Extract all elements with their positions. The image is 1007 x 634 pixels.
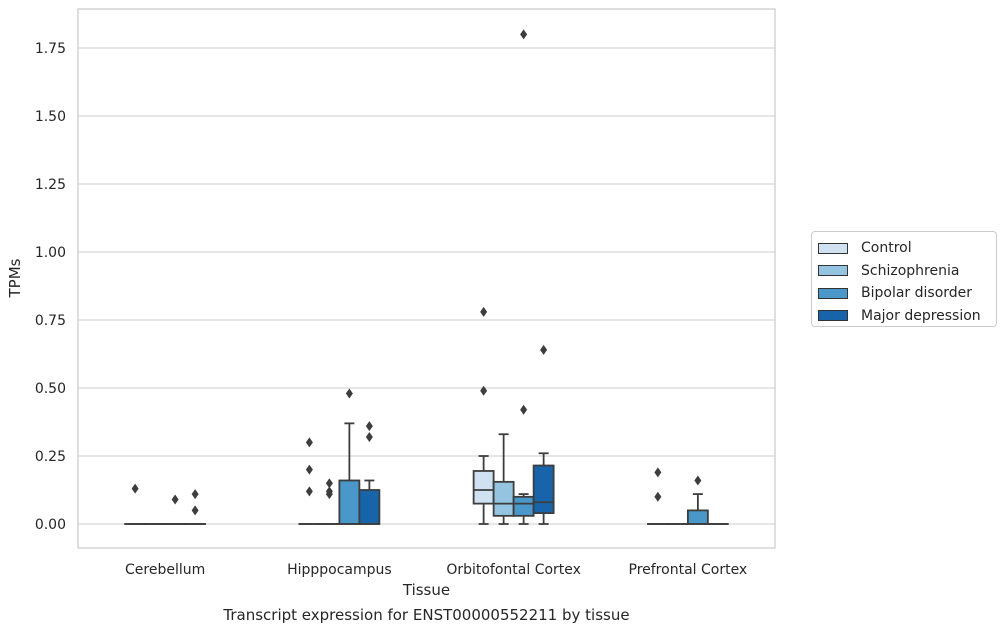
y-tick-label: 0.00 — [35, 517, 66, 533]
box-bipolar-disorder — [686, 475, 709, 525]
outlier-point — [191, 489, 199, 500]
y-tick-label: 1.75 — [35, 41, 66, 57]
plot-marks — [124, 29, 729, 525]
outlier-point — [694, 475, 702, 486]
outlier-point — [305, 437, 313, 448]
box-iqr — [472, 470, 495, 505]
y-tick-label: 0.50 — [35, 381, 66, 397]
box-schizophrenia — [492, 433, 515, 525]
box-iqr — [512, 495, 535, 517]
outlier-point — [191, 505, 199, 516]
legend-label: Major depression — [861, 307, 981, 324]
outlier-point — [171, 494, 179, 505]
outlier-point — [480, 385, 488, 396]
box-control — [298, 437, 321, 525]
outlier-point — [520, 404, 528, 415]
legend-swatch — [818, 287, 848, 299]
legend-label: Schizophrenia — [861, 262, 960, 279]
outlier-point — [131, 483, 139, 494]
box-iqr — [338, 479, 361, 525]
outlier-point — [305, 464, 313, 475]
box-control — [646, 467, 669, 525]
gridlines — [78, 47, 775, 525]
outlier-point — [325, 478, 333, 489]
x-tick-labels: Cerebellum Hipppocampus Orbitofontal Corte… — [125, 562, 747, 578]
y-tick-label: 0.75 — [35, 313, 66, 329]
outlier-point — [540, 344, 548, 355]
y-tick-label: 0.25 — [35, 449, 66, 465]
x-tick-label: Prefrontal Cortex — [629, 562, 748, 578]
x-tick-label: Cerebellum — [125, 562, 205, 578]
legend: Control Schizophrenia Bipolar disorder Majo… — [811, 231, 997, 327]
box-control — [124, 483, 147, 525]
outlier-point — [654, 467, 662, 478]
box-bipolar-disorder — [512, 29, 535, 525]
outlier-point — [325, 486, 333, 497]
y-tick-label: 1.50 — [35, 109, 66, 125]
outlier-point — [480, 306, 488, 317]
y-axis-label: TPMs — [6, 258, 24, 298]
outlier-point — [365, 431, 373, 442]
legend-label: Control — [861, 240, 912, 257]
box-iqr — [532, 464, 555, 515]
box-control — [472, 306, 495, 525]
outlier-point — [305, 486, 313, 497]
x-axis-label: Tissue — [402, 581, 450, 599]
legend-swatch — [818, 242, 848, 254]
box-major-depression — [532, 344, 555, 525]
y-tick-labels: 0.00 0.25 0.50 0.75 1.00 1.25 1.50 1.75 — [35, 41, 66, 533]
legend-item: Major depression — [812, 305, 996, 328]
outlier-point — [345, 388, 353, 399]
y-tick-label: 1.25 — [35, 177, 66, 193]
x-tick-label: Hipppocampus — [287, 562, 392, 578]
legend-item: Control — [812, 237, 996, 260]
x-tick-label: Orbitofontal Cortex — [446, 562, 581, 578]
box-iqr — [686, 509, 709, 525]
legend-label: Bipolar disorder — [861, 285, 973, 302]
box-major-depression — [184, 489, 207, 525]
box-schizophrenia — [318, 478, 341, 525]
y-tick-label: 1.00 — [35, 245, 66, 261]
box-bipolar-disorder — [164, 494, 187, 525]
box-iqr — [358, 489, 381, 525]
outlier-point — [520, 29, 528, 40]
outlier-point — [365, 421, 373, 432]
plot-frame — [77, 8, 776, 549]
outlier-point — [654, 491, 662, 502]
legend-item: Schizophrenia — [812, 260, 996, 283]
box-bipolar-disorder — [338, 388, 361, 525]
legend-swatch — [818, 310, 848, 322]
chart-caption: Transcript expression for ENST0000055221… — [223, 606, 630, 624]
box-iqr — [492, 480, 515, 517]
legend-swatch — [818, 265, 848, 277]
box-major-depression — [358, 421, 381, 525]
legend-item: Bipolar disorder — [812, 282, 996, 305]
